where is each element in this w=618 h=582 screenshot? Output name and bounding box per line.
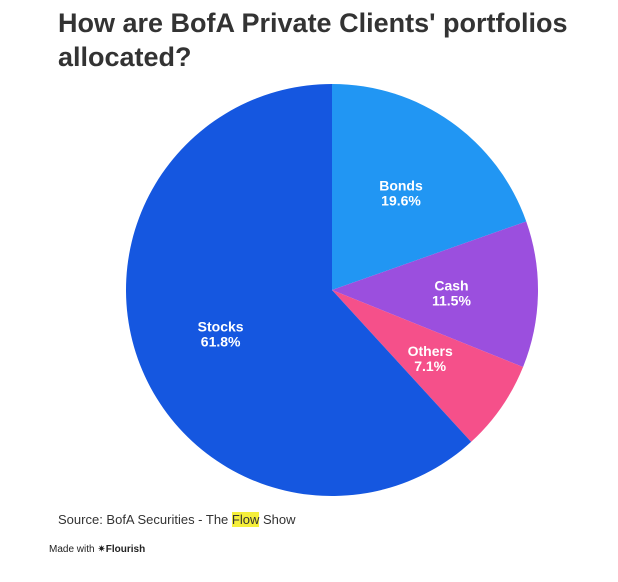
- pie-slice-cash[interactable]: [332, 221, 538, 368]
- slice-value-stocks: 61.8%: [201, 333, 241, 349]
- pie-slice-bonds[interactable]: [332, 84, 527, 290]
- slice-value-bonds: 19.6%: [381, 192, 421, 208]
- flourish-credit[interactable]: Made with ✷Flourish: [49, 544, 145, 555]
- slice-label-bonds: Bonds: [379, 177, 423, 193]
- pie-slice-stocks[interactable]: [125, 84, 472, 497]
- slice-value-others: 7.1%: [414, 358, 446, 374]
- made-with-text: Made with: [49, 544, 95, 555]
- chart-title: How are BofA Private Clients' portfolios…: [58, 8, 568, 72]
- slice-value-cash: 11.5%: [432, 293, 471, 309]
- slice-label-others: Others: [408, 343, 453, 359]
- slice-label-cash: Cash: [434, 278, 468, 294]
- source-note: Source: BofA Securities - The Flow Show: [58, 512, 296, 527]
- pie-slice-others[interactable]: [332, 290, 524, 442]
- slice-label-stocks: Stocks: [198, 318, 244, 334]
- source-highlight: Flow: [231, 512, 260, 527]
- asterisk-icon: ✷: [97, 544, 106, 555]
- source-suffix: Show: [259, 512, 296, 527]
- flourish-brand: Flourish: [105, 544, 146, 555]
- pie-slices: [125, 84, 538, 497]
- source-prefix: Source: BofA Securities - The: [58, 512, 232, 527]
